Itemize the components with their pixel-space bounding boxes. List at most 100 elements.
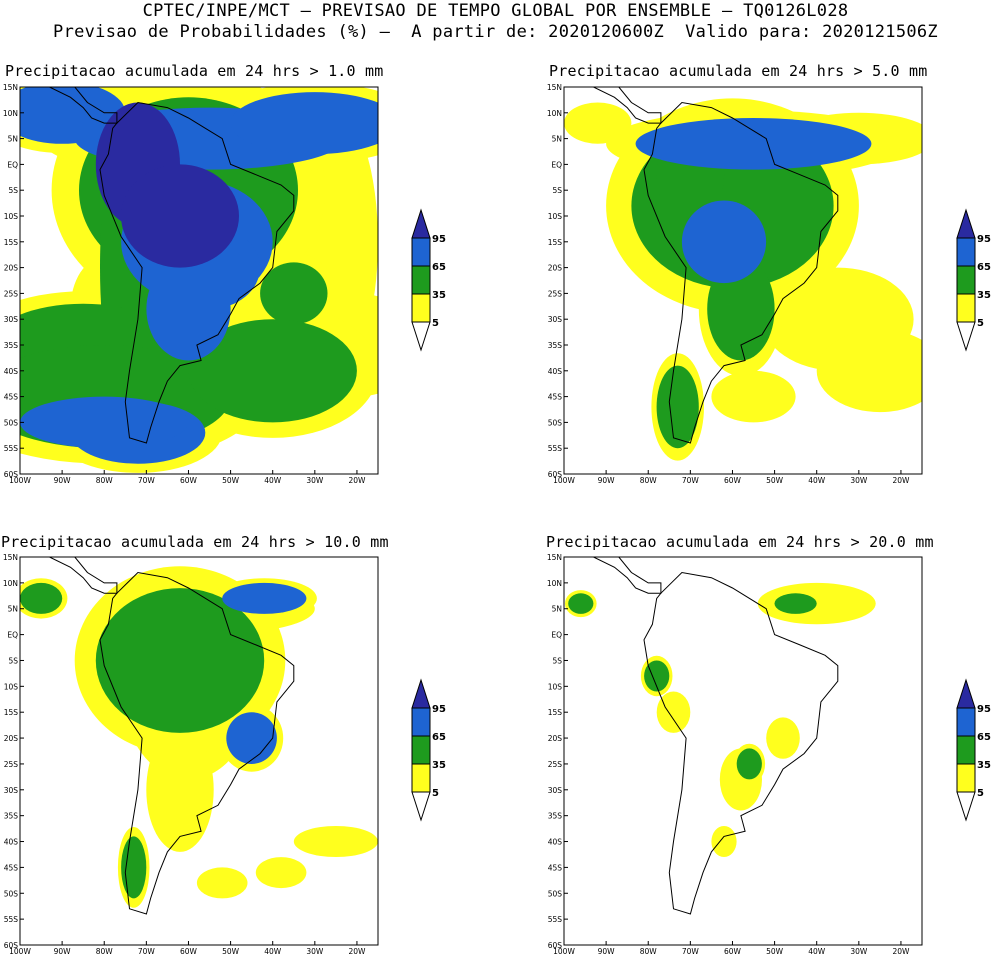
lat-tick-label: 30S xyxy=(548,315,563,324)
lon-tick-label: 90W xyxy=(54,947,72,956)
coastline-central-america xyxy=(564,557,662,594)
lat-tick-label: 55S xyxy=(4,444,19,453)
lon-tick-label: 50W xyxy=(222,947,240,956)
lat-tick-label: EQ xyxy=(7,631,18,640)
colorbar-level-label: 65 xyxy=(977,732,991,743)
lat-tick-label: 10N xyxy=(547,109,562,118)
lon-tick-label: 30W xyxy=(850,476,868,485)
lon-tick-label: 50W xyxy=(222,476,240,485)
lon-tick-label: 100W xyxy=(9,947,31,956)
colorbar-segment xyxy=(956,293,976,323)
probability-area xyxy=(146,727,214,852)
lat-tick-label: 20S xyxy=(548,264,563,273)
map-frame xyxy=(563,556,923,946)
colorbar-top-arrow xyxy=(411,208,431,239)
lat-tick-label: 20S xyxy=(548,734,563,743)
colorbar-bottom-arrow xyxy=(411,321,431,352)
colorbar-top-arrow xyxy=(956,678,976,709)
map-frame xyxy=(19,86,379,475)
lat-tick-label: 45S xyxy=(548,393,563,402)
colorbar-segment xyxy=(956,707,976,737)
lat-tick-label: 5N xyxy=(8,605,18,614)
lon-tick-label: 80W xyxy=(96,947,114,956)
lat-tick-label: 40S xyxy=(548,838,563,847)
lat-tick-label: 60S xyxy=(4,470,19,479)
colorbar-3: 95 65 35 5 xyxy=(411,678,446,822)
colorbar-level-label: 95 xyxy=(977,234,991,245)
lon-tick-label: 40W xyxy=(264,947,282,956)
map-panel-2: 15N 10N 5N EQ 5S 10S 15S 20S 25S 30S 35S 40S 45S 50S 5… xyxy=(547,83,923,485)
colorbar-level-label: 35 xyxy=(977,760,991,771)
colorbar-segment xyxy=(411,237,431,267)
lat-tick-label: 30S xyxy=(548,786,563,795)
lat-tick-label: 5S xyxy=(8,186,18,195)
colorbar-level-label: 35 xyxy=(432,290,446,301)
lat-tick-label: 40S xyxy=(4,367,19,376)
probability-area xyxy=(711,370,796,423)
colorbar-top-arrow xyxy=(411,678,431,709)
lat-tick-label: 25S xyxy=(548,289,563,298)
lat-tick-label: 40S xyxy=(548,367,563,376)
lon-tick-label: 30W xyxy=(306,947,324,956)
colorbar-level-label: 95 xyxy=(432,704,446,715)
lat-tick-label: 60S xyxy=(548,941,563,950)
lat-tick-label: 20S xyxy=(4,264,19,273)
colorbar-segment xyxy=(956,763,976,793)
probability-area xyxy=(226,712,277,764)
panel-2-title: Precipitacao acumulada em 24 hrs > 5.0 m… xyxy=(549,62,928,80)
lon-tick-label: 90W xyxy=(598,947,616,956)
lat-tick-label: 45S xyxy=(4,393,19,402)
lon-tick-label: 20W xyxy=(348,947,366,956)
lat-tick-label: 15S xyxy=(548,708,563,717)
probability-area xyxy=(736,748,762,780)
lon-tick-label: 60W xyxy=(180,476,198,485)
probability-area xyxy=(196,867,248,899)
lon-tick-label: 30W xyxy=(306,476,324,485)
lat-tick-label: 25S xyxy=(548,760,563,769)
probability-field xyxy=(20,557,378,915)
colorbar-level-label: 65 xyxy=(977,262,991,273)
lat-tick-label: 50S xyxy=(4,889,19,898)
colorbar-level-label: 35 xyxy=(432,760,446,771)
panel-1-title: Precipitacao acumulada em 24 hrs > 1.0 m… xyxy=(5,62,384,80)
lat-tick-label: 5N xyxy=(8,135,18,144)
lon-tick-label: 60W xyxy=(724,947,742,956)
lat-tick-label: 50S xyxy=(548,889,563,898)
lat-tick-label: 10N xyxy=(547,579,562,588)
probability-area xyxy=(774,593,817,614)
lon-tick-label: 70W xyxy=(138,476,156,485)
lat-tick-label: 60S xyxy=(548,470,563,479)
lat-tick-label: 15S xyxy=(4,708,19,717)
lon-tick-label: 20W xyxy=(892,476,910,485)
probability-area xyxy=(260,262,328,325)
lat-tick-label: 55S xyxy=(548,444,563,453)
probability-area xyxy=(711,826,737,857)
colorbar-segment xyxy=(411,293,431,323)
lon-tick-label: 50W xyxy=(766,947,784,956)
probability-area xyxy=(20,396,189,449)
lon-tick-label: 50W xyxy=(766,476,784,485)
map-frame xyxy=(19,556,379,946)
lon-tick-label: 20W xyxy=(348,476,366,485)
lat-tick-label: 15S xyxy=(548,238,563,247)
lat-tick-label: 15N xyxy=(3,83,18,92)
probability-area xyxy=(568,593,594,614)
probability-area xyxy=(656,365,699,449)
lon-tick-label: 70W xyxy=(682,476,700,485)
probability-area xyxy=(188,319,357,423)
lat-tick-label: 50S xyxy=(548,418,563,427)
lat-tick-label: 55S xyxy=(548,915,563,924)
lat-tick-label: 35S xyxy=(4,812,19,821)
colorbar-4: 95 65 35 5 xyxy=(956,678,991,822)
colorbar-segment xyxy=(411,735,431,765)
lon-tick-label: 90W xyxy=(54,476,72,485)
lat-tick-label: 55S xyxy=(4,915,19,924)
lon-tick-label: 80W xyxy=(96,476,114,485)
lon-tick-label: 100W xyxy=(553,476,575,485)
lat-tick-label: 5N xyxy=(552,135,562,144)
probability-area xyxy=(635,118,872,170)
lat-tick-label: 5S xyxy=(552,186,562,195)
coastline-south-america xyxy=(99,571,295,915)
lat-tick-label: 60S xyxy=(4,941,19,950)
probability-area xyxy=(681,200,767,284)
